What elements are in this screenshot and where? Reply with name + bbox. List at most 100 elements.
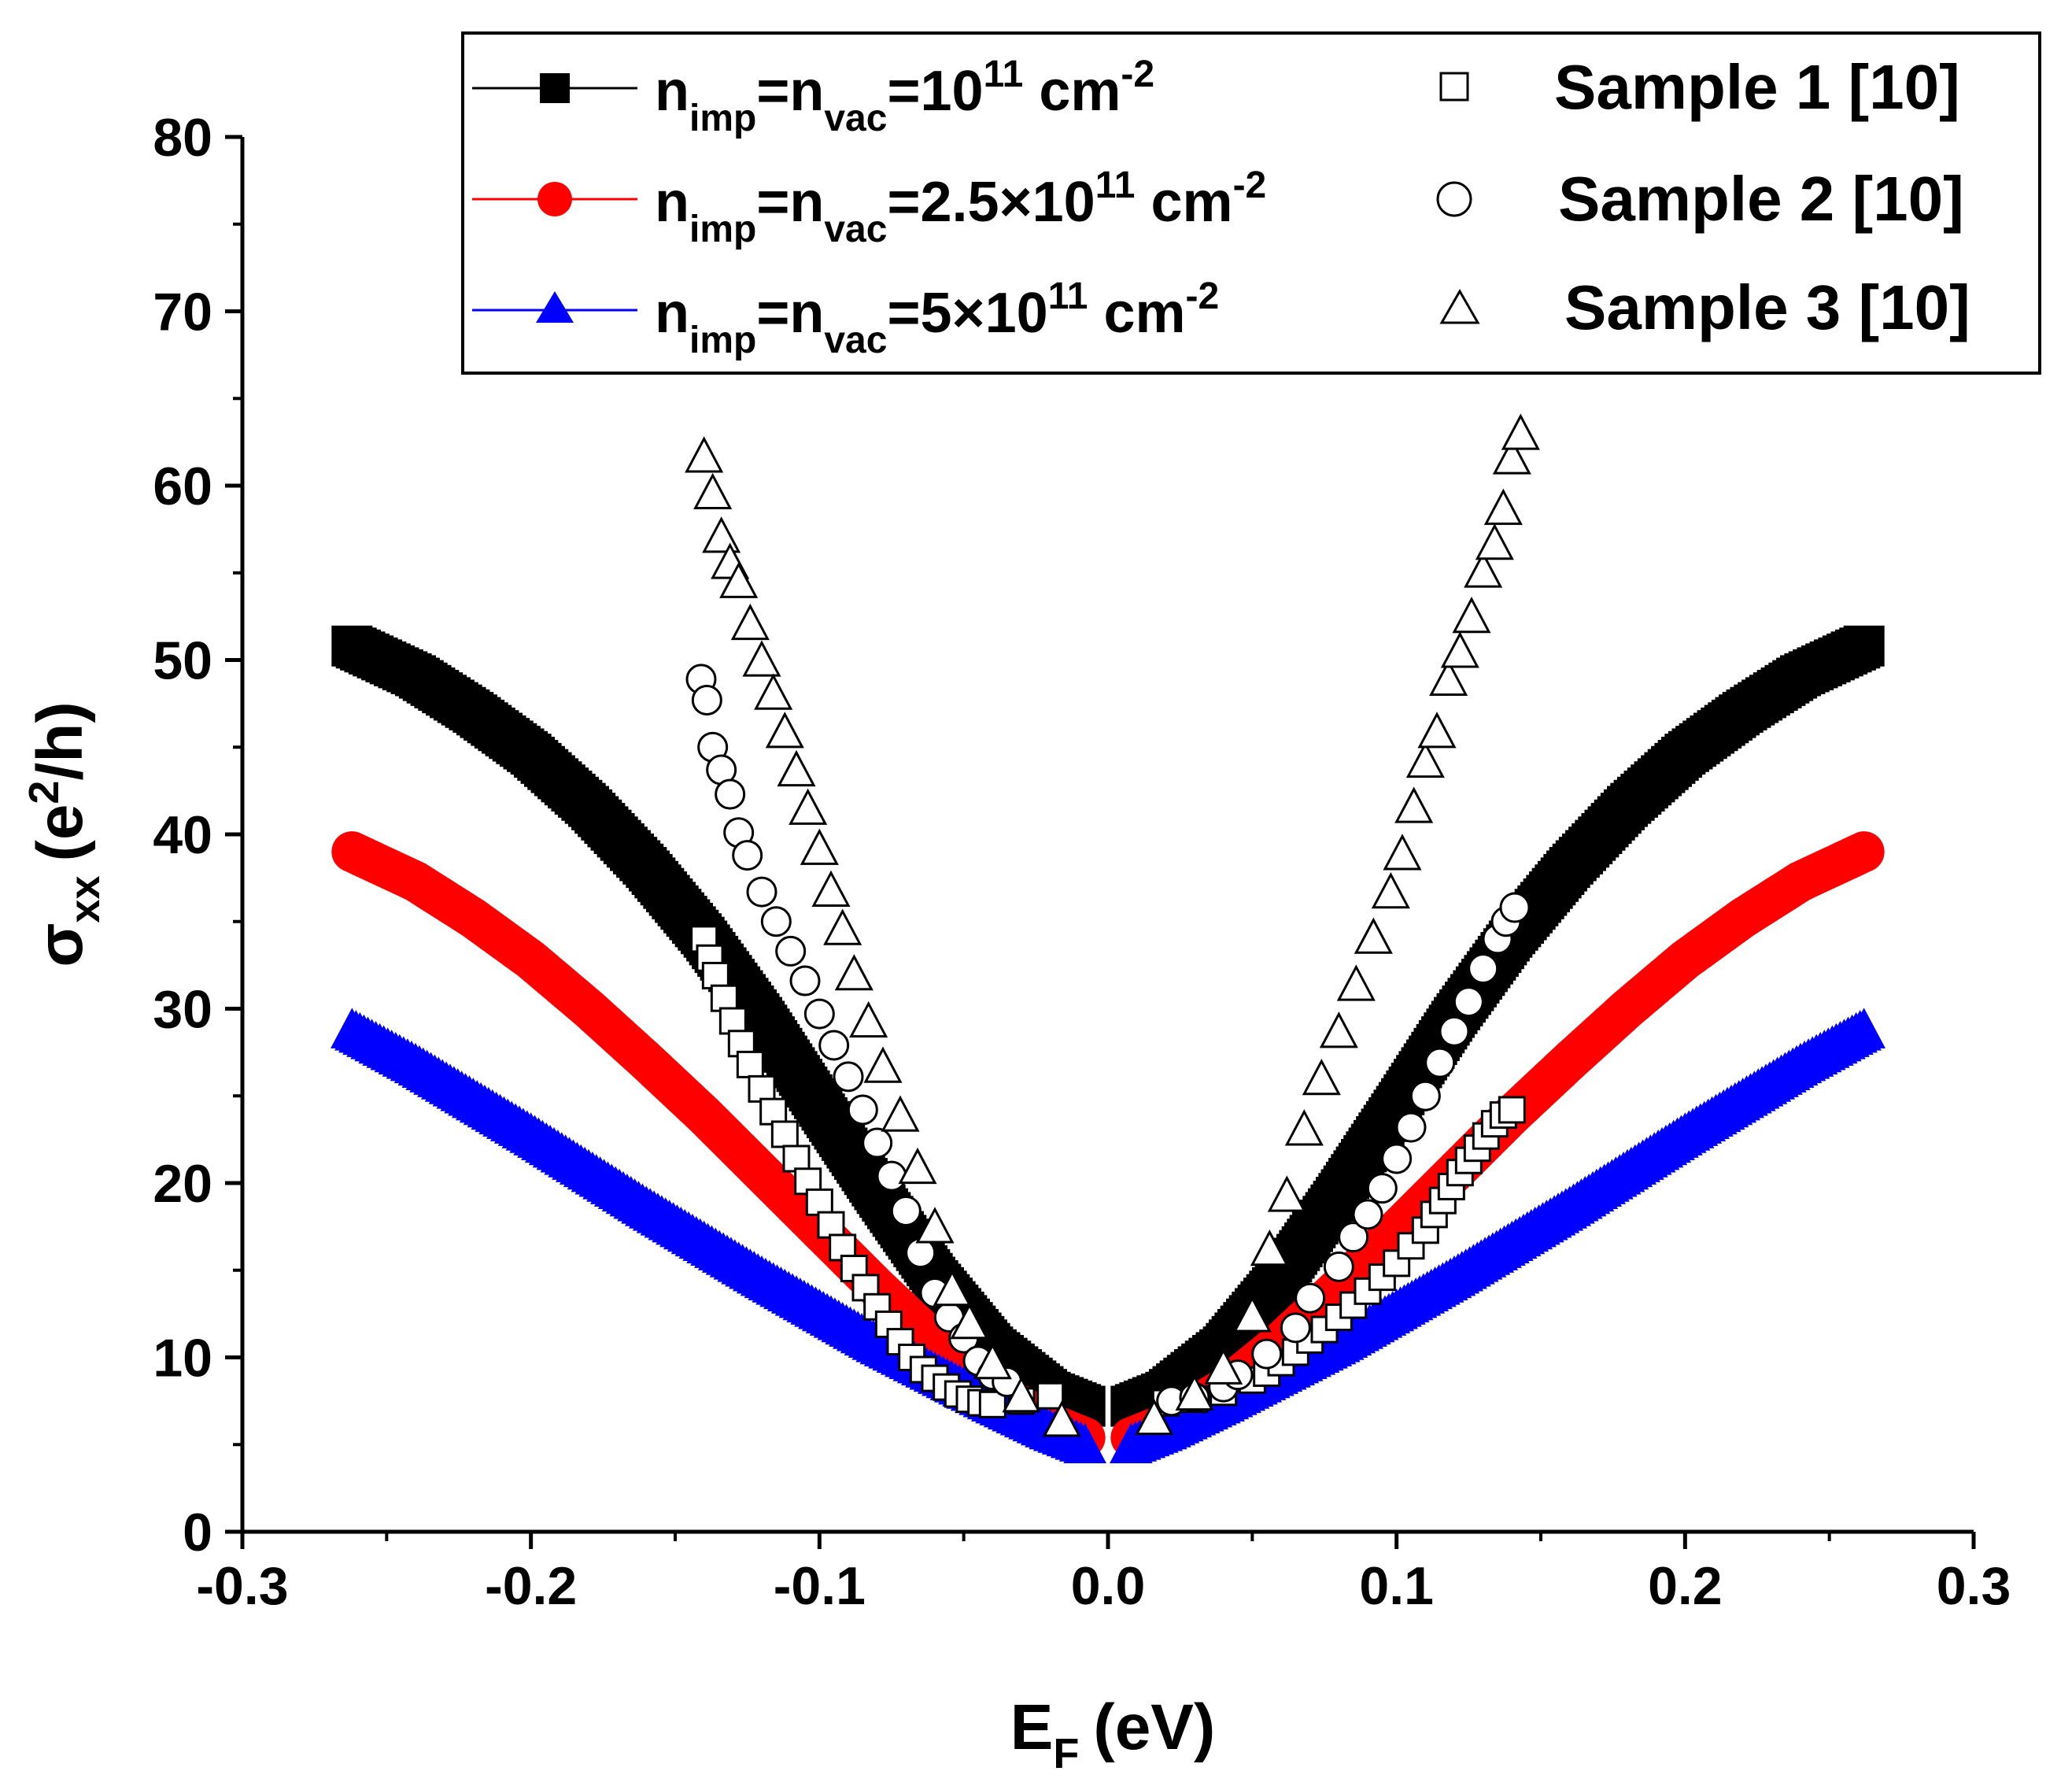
curve-marker [1063,1422,1106,1463]
legend-entry-sample-1: Sample 1 [10] [1439,52,1960,122]
data-point [876,1160,907,1192]
y-tick-label: 40 [153,805,212,865]
data-point [1284,1109,1324,1146]
data-point [898,1147,937,1185]
legend: nimp=nvac=1011 cm-2 nimp=nvac=2.5×1011 c… [461,31,2041,375]
data-point [800,828,839,865]
curve-marker [1843,625,1885,667]
data-point [789,788,828,825]
legend-entry-sample-2: Sample 2 [10] [1436,164,1964,234]
data-point [702,516,741,553]
data-point [760,906,792,937]
legend-square-filled-marker [540,73,570,103]
data-point [732,840,763,871]
x-tick-label: -0.3 [196,1556,288,1616]
data-point [803,998,835,1030]
x-axis-title: EF (eV) [1010,1692,1216,1777]
data-point [685,436,724,473]
y-tick-label: 10 [153,1329,212,1388]
data-point [1381,1143,1413,1174]
data-point [719,561,759,598]
data-point [1498,1096,1526,1124]
data-point [693,472,733,509]
data-point [1352,1199,1383,1230]
data-point [789,965,821,997]
x-tick-label: -0.2 [485,1556,577,1616]
data-point [1280,1312,1311,1344]
data-point [736,1050,764,1078]
data-point [1409,1080,1441,1111]
legend-entry-theory-5e11: nimp=nvac=5×1011 cm-2 [472,275,1219,361]
legend-label: Sample 1 [10] [1554,52,1960,122]
data-point [770,1120,799,1148]
data-point [1499,892,1531,923]
data-point [748,1074,776,1103]
series-theory-5e11 [331,1008,1885,1463]
data-point [881,1095,920,1132]
data-point [1204,1348,1243,1385]
x-tick-label: 0.1 [1359,1556,1434,1616]
data-point [1492,438,1531,475]
data-point [782,1144,811,1173]
data-point [933,1269,972,1307]
x-tick-label: 0.3 [1937,1556,2011,1616]
data-point [805,1188,833,1216]
series-theory-1e11 [331,625,1885,1427]
data-point [1405,741,1445,778]
legend-label: nimp=nvac=2.5×1011 cm-2 [655,165,1266,250]
data-point [1464,551,1503,588]
data-point [715,778,746,810]
data-point [1302,1058,1341,1096]
data-point [973,1343,1012,1380]
y-tick-label: 20 [153,1154,212,1214]
data-point [1336,964,1376,1001]
series-layer [331,413,1885,1463]
data-point [1232,1296,1272,1333]
y-axis-title: σxx(e2/h) [20,701,109,967]
legend-circle-open-marker [1436,181,1472,217]
y-tick-label: 50 [153,631,212,691]
legend-frame [461,31,2041,375]
data-point [1383,1249,1411,1278]
data-point [915,1207,955,1244]
data-point [1002,1376,1041,1413]
data-point [718,1007,747,1035]
axes: 0 10 20 30 40 50 60 70 80 -0.3 -0.2 -0.1 0.0 0.1 0.2 0.… [153,108,2011,1616]
data-point [1417,712,1457,749]
data-point [833,1061,864,1093]
data-point [817,1211,845,1239]
y-tick-label: 60 [153,457,212,516]
data-point [746,876,777,908]
data-point [730,603,770,641]
legend-label: Sample 2 [10] [1558,164,1964,234]
y-tick-label: 0 [183,1503,212,1562]
data-point [823,908,862,945]
legend-entry-theory-2.5e11: nimp=nvac=2.5×1011 cm-2 [472,165,1266,250]
data-point [1135,1398,1174,1436]
data-point [978,1390,1006,1418]
data-point [1383,834,1422,871]
y-tick-label: 30 [153,980,212,1040]
data-point [775,935,807,967]
legend-label: nimp=nvac=5×1011 cm-2 [655,275,1219,361]
data-point [950,1303,989,1340]
data-point [1440,631,1479,668]
data-point [1439,1015,1470,1047]
data-point [1175,1374,1214,1411]
data-point [862,1127,893,1159]
data-point [1371,871,1410,909]
data-point [742,640,781,677]
legend-label: nimp=nvac=1011 cm-2 [655,54,1154,139]
data-point [1452,596,1491,634]
data-point [1036,1381,1065,1410]
data-point [1319,1011,1358,1048]
y-tick-label: 80 [153,108,212,168]
data-point [811,870,851,907]
data-point [759,1097,788,1126]
data-point [1366,1173,1398,1204]
data-point [1424,1047,1456,1078]
data-point [1501,413,1540,450]
data-point [754,673,793,710]
data-point [701,961,729,989]
data-point [1395,1111,1427,1143]
